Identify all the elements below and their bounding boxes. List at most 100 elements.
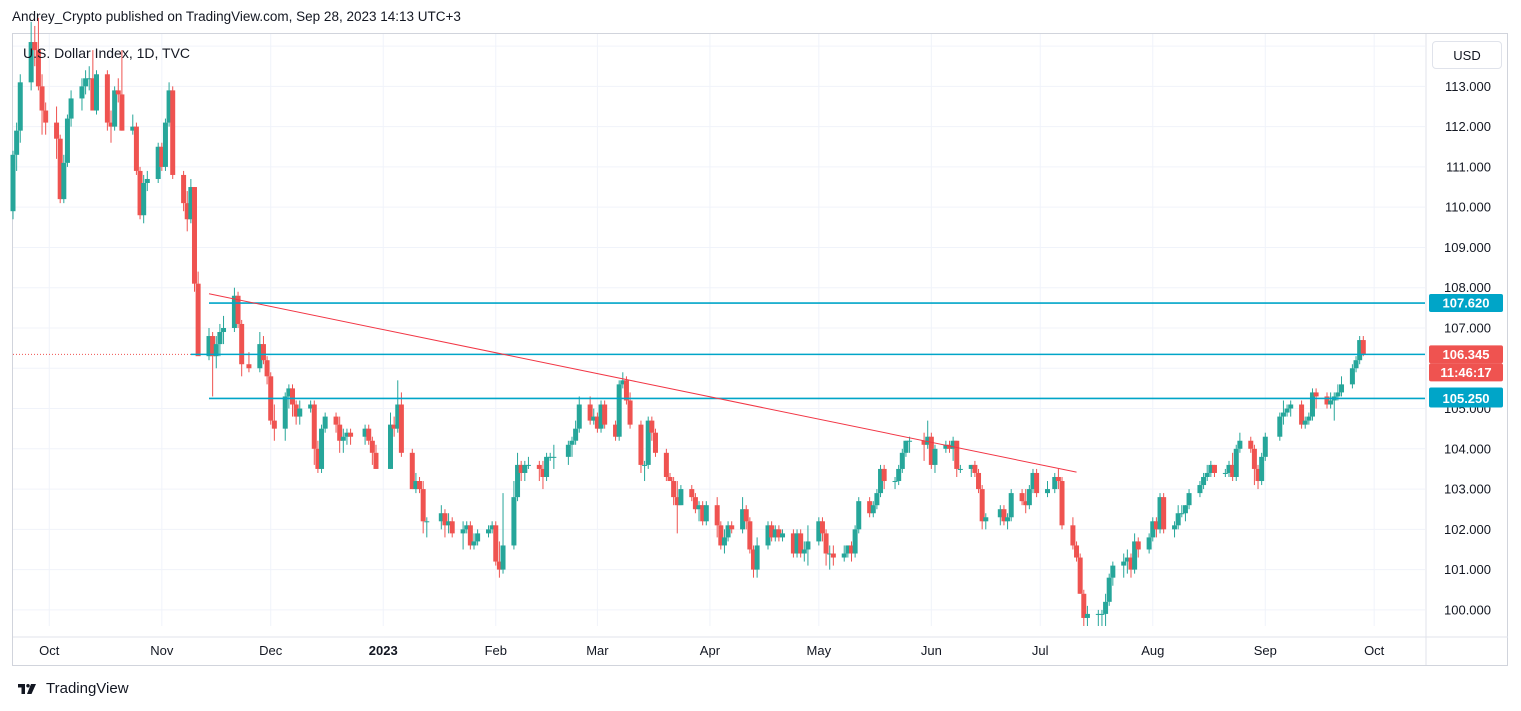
y-tick-label: 107.000 xyxy=(1444,320,1491,335)
candle-up xyxy=(1208,464,1214,473)
candle-up xyxy=(1052,476,1058,490)
candle-up xyxy=(551,456,557,458)
candle-down xyxy=(1251,448,1257,469)
candle-up xyxy=(1132,541,1138,570)
candle-up xyxy=(344,432,350,437)
candle-up xyxy=(1121,561,1127,566)
candle-up xyxy=(1201,476,1207,486)
candle-up xyxy=(1280,412,1286,417)
candle-down xyxy=(594,416,600,429)
candle-up xyxy=(86,78,92,80)
candle-up xyxy=(544,456,550,477)
candle-up xyxy=(206,336,212,357)
candle-up xyxy=(1237,440,1243,449)
x-tick-label: Sep xyxy=(1254,643,1277,658)
candle-up xyxy=(1044,489,1050,494)
candle-up xyxy=(1110,565,1116,578)
candle-up xyxy=(486,529,492,534)
candle-up xyxy=(460,529,466,534)
candle-down xyxy=(1248,440,1254,449)
candle-down xyxy=(976,472,982,490)
x-tick-label: Nov xyxy=(150,643,174,658)
y-tick-label: 113.000 xyxy=(1445,79,1491,94)
candle-up xyxy=(983,517,989,522)
x-tick-label: Apr xyxy=(700,643,721,658)
x-tick-label: Mar xyxy=(586,643,609,658)
candle-up xyxy=(780,533,786,538)
footer-brand[interactable]: TradingView xyxy=(14,680,129,697)
price-label-text: 105.250 xyxy=(1443,391,1490,406)
candle-up xyxy=(1302,420,1308,425)
candle-down xyxy=(417,481,423,490)
candle-up xyxy=(845,545,851,554)
candle-down xyxy=(170,90,176,175)
candle-up xyxy=(522,464,528,473)
candle-up xyxy=(1099,613,1105,615)
candle-up xyxy=(319,428,325,469)
candle-up xyxy=(162,122,168,167)
candle-up xyxy=(1030,472,1036,490)
candle-up xyxy=(322,416,328,429)
candle-down xyxy=(663,452,669,477)
candle-up xyxy=(424,521,430,523)
candle-down xyxy=(115,90,121,95)
symbol-label: U.S. Dollar Index, 1D, TVC xyxy=(23,45,191,61)
candle-up xyxy=(805,541,811,550)
chart-frame[interactable] xyxy=(12,33,1508,666)
currency-button[interactable]: USD xyxy=(1432,41,1502,69)
price-label-text: 106.345 xyxy=(1443,347,1490,362)
candle-up xyxy=(1357,340,1363,361)
tradingview-logo-icon xyxy=(18,683,36,694)
candle-down xyxy=(235,295,241,324)
candle-down xyxy=(946,444,952,449)
candle-down xyxy=(391,424,397,429)
candle-down xyxy=(1324,396,1330,405)
candle-up xyxy=(645,420,651,465)
candle-up xyxy=(413,481,419,490)
candle-up xyxy=(213,344,219,357)
candle-up xyxy=(827,553,833,555)
candle-down xyxy=(137,170,143,216)
x-tick-label: May xyxy=(807,643,832,658)
candle-up xyxy=(297,408,303,417)
y-tick-label: 108.000 xyxy=(1444,280,1491,295)
candle-up xyxy=(721,537,727,546)
candle-up xyxy=(217,332,223,345)
candle-down xyxy=(159,146,165,167)
candle-down xyxy=(264,360,270,377)
candle-down xyxy=(881,468,887,482)
candle-up xyxy=(642,464,648,466)
candle-up xyxy=(500,545,506,570)
candle-up xyxy=(997,509,1003,518)
candle-down xyxy=(623,380,629,401)
candle-up xyxy=(841,553,847,558)
candle-up xyxy=(816,521,822,542)
candle-up xyxy=(188,187,194,220)
candle-down xyxy=(191,187,197,284)
candle-down xyxy=(184,203,190,220)
candle-up xyxy=(1349,368,1355,385)
candle-up xyxy=(772,529,778,538)
candle-down xyxy=(798,533,804,554)
candle-up xyxy=(525,464,531,466)
candle-up xyxy=(1284,408,1290,413)
candle-up xyxy=(257,344,263,369)
candle-up xyxy=(1233,448,1239,477)
candle-down xyxy=(398,404,404,453)
candle-down xyxy=(518,464,524,473)
candle-up xyxy=(1259,456,1265,482)
candle-up xyxy=(286,388,292,397)
candle-up xyxy=(1277,416,1283,437)
x-tick-label: Dec xyxy=(259,643,283,658)
price-label-box xyxy=(1429,294,1503,313)
candle-down xyxy=(271,420,277,429)
candle-up xyxy=(231,295,237,328)
candle-down xyxy=(104,74,110,123)
candle-down xyxy=(1360,340,1366,355)
candle-up xyxy=(166,90,172,123)
y-tick-label: 102.000 xyxy=(1444,522,1491,537)
candle-down xyxy=(602,404,608,425)
candle-up xyxy=(475,533,481,542)
candle-down xyxy=(1001,509,1007,522)
